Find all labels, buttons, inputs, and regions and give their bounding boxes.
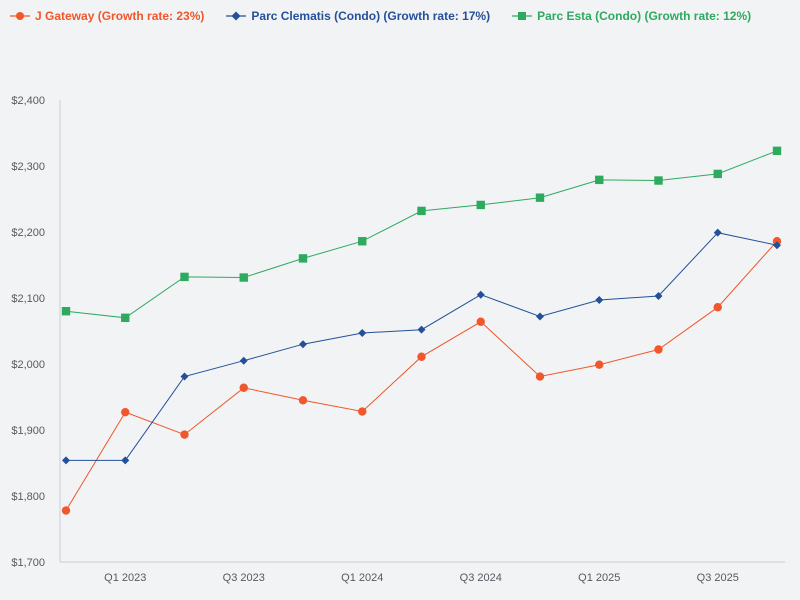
data-point[interactable] <box>417 352 426 361</box>
y-tick-label: $2,300 <box>11 161 45 173</box>
series-line <box>66 232 778 461</box>
legend-label-j-gateway: J Gateway (Growth rate: 23%) <box>35 9 205 23</box>
data-point[interactable] <box>239 383 248 392</box>
chart-legend: J Gateway (Growth rate: 23%) Parc Clemat… <box>10 9 751 23</box>
data-point[interactable] <box>654 176 663 185</box>
series-line <box>65 240 778 511</box>
series-2 <box>61 146 782 322</box>
data-point[interactable] <box>417 206 426 216</box>
data-point[interactable] <box>535 372 545 381</box>
data-point[interactable] <box>358 328 367 337</box>
y-tick-label: $2,000 <box>11 359 45 371</box>
data-point[interactable] <box>595 295 604 304</box>
series-layer <box>61 146 782 515</box>
data-point[interactable] <box>121 313 130 322</box>
data-point[interactable] <box>713 169 722 179</box>
data-point[interactable] <box>298 396 308 405</box>
x-tick-label: Q1 2023 <box>104 572 146 584</box>
data-point[interactable] <box>595 360 604 369</box>
data-point[interactable] <box>62 456 70 465</box>
y-tick-label: $1,800 <box>11 491 45 503</box>
legend-marker-diamond-icon <box>226 11 247 21</box>
data-point[interactable] <box>476 317 485 326</box>
data-point[interactable] <box>595 175 604 185</box>
data-point[interactable] <box>121 407 130 417</box>
data-point[interactable] <box>713 303 722 312</box>
data-point[interactable] <box>773 241 781 250</box>
series-0 <box>61 237 782 515</box>
x-tick-label: Q1 2024 <box>341 572 383 584</box>
data-point[interactable] <box>61 307 71 316</box>
data-point[interactable] <box>298 254 308 263</box>
data-point[interactable] <box>180 272 189 282</box>
data-point[interactable] <box>476 290 485 299</box>
data-point[interactable] <box>180 430 189 439</box>
data-point[interactable] <box>654 292 663 301</box>
legend-marker-square-icon <box>512 12 533 20</box>
data-point[interactable] <box>299 340 307 349</box>
legend-marker-circle-icon <box>10 12 30 20</box>
data-point[interactable] <box>239 356 248 365</box>
data-point[interactable] <box>239 273 248 282</box>
x-tick-label: Q3 2023 <box>223 572 265 584</box>
legend-item-j-gateway[interactable]: J Gateway (Growth rate: 23%) <box>10 9 204 23</box>
data-point[interactable] <box>536 312 544 321</box>
y-tick-label: $2,100 <box>11 293 45 305</box>
data-point[interactable] <box>61 506 71 515</box>
y-axis-ticks: $1,700 $1,800 $1,900 $2,000 $2,100 $2,200 $2,3… <box>11 95 45 569</box>
x-tick-label: Q3 2025 <box>697 572 739 584</box>
data-point[interactable] <box>358 237 367 246</box>
data-point[interactable] <box>358 407 367 416</box>
y-tick-label: $1,900 <box>11 425 45 437</box>
x-tick-label: Q1 2025 <box>578 572 620 584</box>
data-point[interactable] <box>121 456 130 465</box>
legend-item-parc-clematis[interactable]: Parc Clematis (Condo) (Growth rate: 17%) <box>226 9 490 23</box>
data-point[interactable] <box>180 372 189 381</box>
y-tick-label: $2,200 <box>11 227 45 239</box>
data-point[interactable] <box>654 345 663 354</box>
data-point[interactable] <box>772 146 782 156</box>
data-point[interactable] <box>476 200 485 210</box>
data-point[interactable] <box>713 228 722 237</box>
data-point[interactable] <box>417 325 426 334</box>
legend-label-parc-clematis: Parc Clematis (Condo) (Growth rate: 17%) <box>251 9 491 23</box>
legend-label-parc-esta: Parc Esta (Condo) (Growth rate: 12%) <box>537 9 752 23</box>
legend-item-parc-esta[interactable]: Parc Esta (Condo) (Growth rate: 12%) <box>512 9 751 23</box>
x-axis-ticks: Q1 2023 Q3 2023 Q1 2024 Q3 2024 Q1 2025 Q3 20… <box>104 572 739 584</box>
x-tick-label: Q3 2024 <box>460 572 502 584</box>
series-1 <box>62 228 781 465</box>
series-line <box>65 150 778 319</box>
y-tick-label: $1,700 <box>11 557 45 569</box>
data-point[interactable] <box>535 193 545 202</box>
y-tick-label: $2,400 <box>11 95 45 107</box>
